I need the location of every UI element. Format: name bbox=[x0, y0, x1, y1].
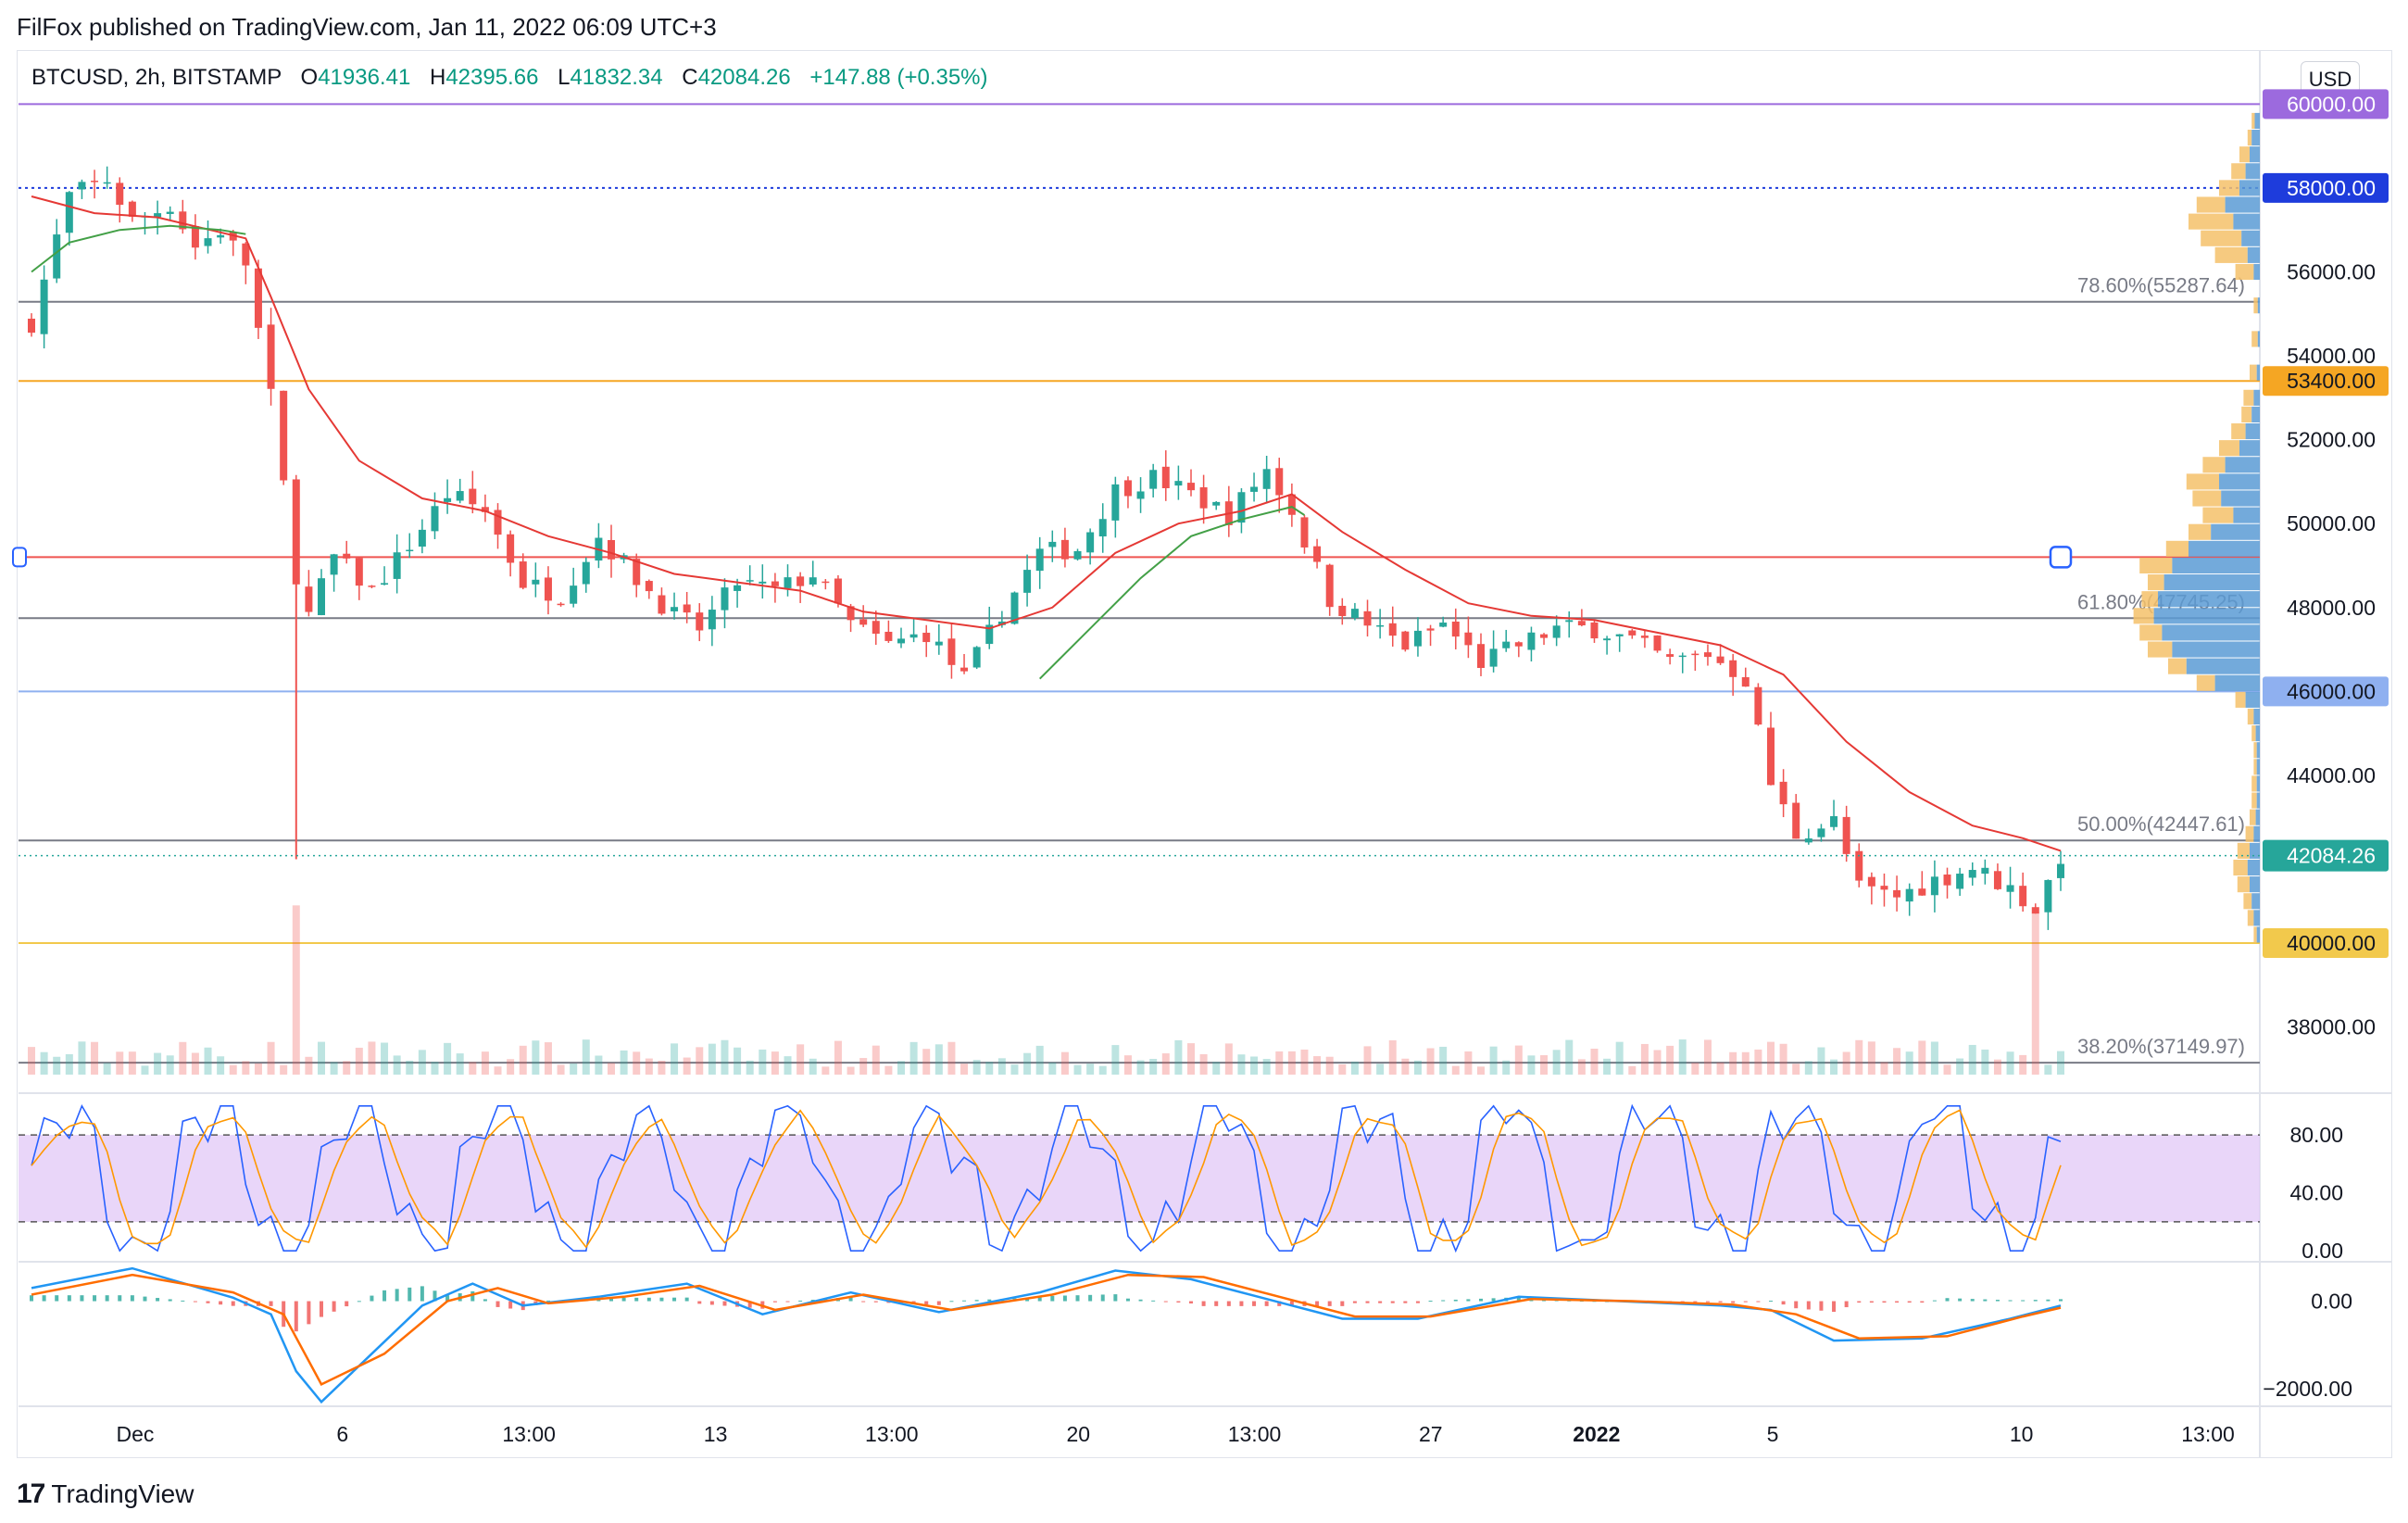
ohlc-legend: BTCUSD, 2h, BITSTAMP O41936.41 H42395.66… bbox=[31, 65, 988, 91]
open-value: 41936.41 bbox=[318, 65, 411, 90]
open-key: O bbox=[300, 65, 319, 90]
chart-frame bbox=[17, 50, 2392, 1458]
change-value: +147.88 (+0.35%) bbox=[809, 65, 988, 90]
close-key: C bbox=[682, 65, 698, 90]
symbol-label[interactable]: BTCUSD, 2h, BITSTAMP bbox=[31, 65, 282, 90]
tradingview-brand[interactable]: 17 TradingView bbox=[17, 1479, 194, 1510]
low-key: L bbox=[558, 65, 571, 90]
high-key: H bbox=[429, 65, 446, 90]
low-value: 41832.34 bbox=[570, 65, 663, 90]
tradingview-logo-icon: 17 bbox=[17, 1479, 45, 1509]
brand-name: TradingView bbox=[51, 1479, 194, 1508]
publish-caption: FilFox published on TradingView.com, Jan… bbox=[17, 13, 717, 41]
high-value: 42395.66 bbox=[445, 65, 539, 90]
currency-button[interactable]: USD bbox=[2301, 61, 2360, 98]
close-value: 42084.26 bbox=[697, 65, 791, 90]
